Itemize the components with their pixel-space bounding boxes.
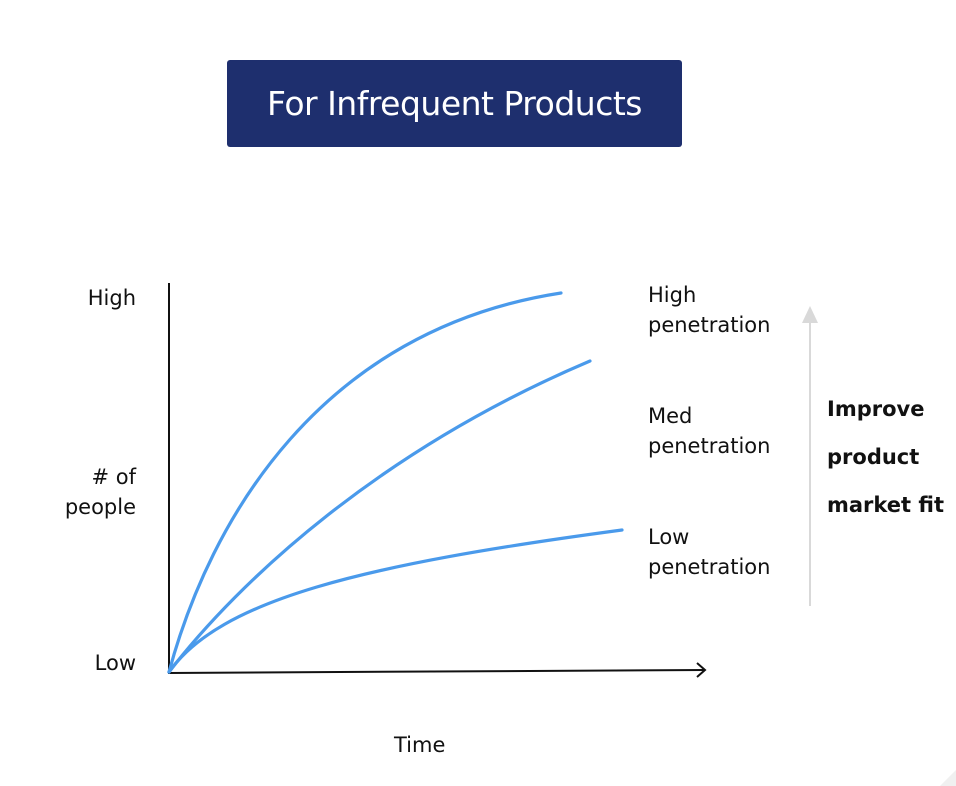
label-high-penetration: High penetration xyxy=(648,280,770,340)
label-low-penetration: Low penetration xyxy=(648,522,770,582)
annotation-line3: market fit xyxy=(827,493,945,517)
label-low-line1: Low xyxy=(648,525,690,549)
title-banner: For Infrequent Products xyxy=(227,60,682,147)
y-label-high: High xyxy=(87,286,136,310)
x-label-time: Time xyxy=(394,733,446,757)
curve-high-penetration xyxy=(167,291,563,674)
label-high-line2: penetration xyxy=(648,313,771,337)
x-axis-arrow-icon xyxy=(696,662,707,678)
curve-low-penetration xyxy=(167,528,624,674)
x-axis xyxy=(167,669,706,674)
label-low-line2: penetration xyxy=(648,555,771,579)
improve-annotation: Improve product market fit xyxy=(827,385,944,529)
label-med-penetration: Med penetration xyxy=(648,401,770,461)
curve-med-penetration xyxy=(167,359,592,674)
y-label-title-line2: people xyxy=(64,495,136,519)
y-label-title-line1: # of xyxy=(91,465,136,489)
annotation-line2: product xyxy=(827,445,920,469)
page-title: For Infrequent Products xyxy=(267,84,642,123)
arrow-up-icon xyxy=(802,306,818,323)
label-med-line2: penetration xyxy=(648,434,771,458)
label-med-line1: Med xyxy=(648,404,693,428)
page-corner-fold xyxy=(940,770,956,786)
annotation-line1: Improve xyxy=(827,397,925,421)
y-label-low: Low xyxy=(94,651,136,675)
label-high-line1: High xyxy=(648,283,697,307)
